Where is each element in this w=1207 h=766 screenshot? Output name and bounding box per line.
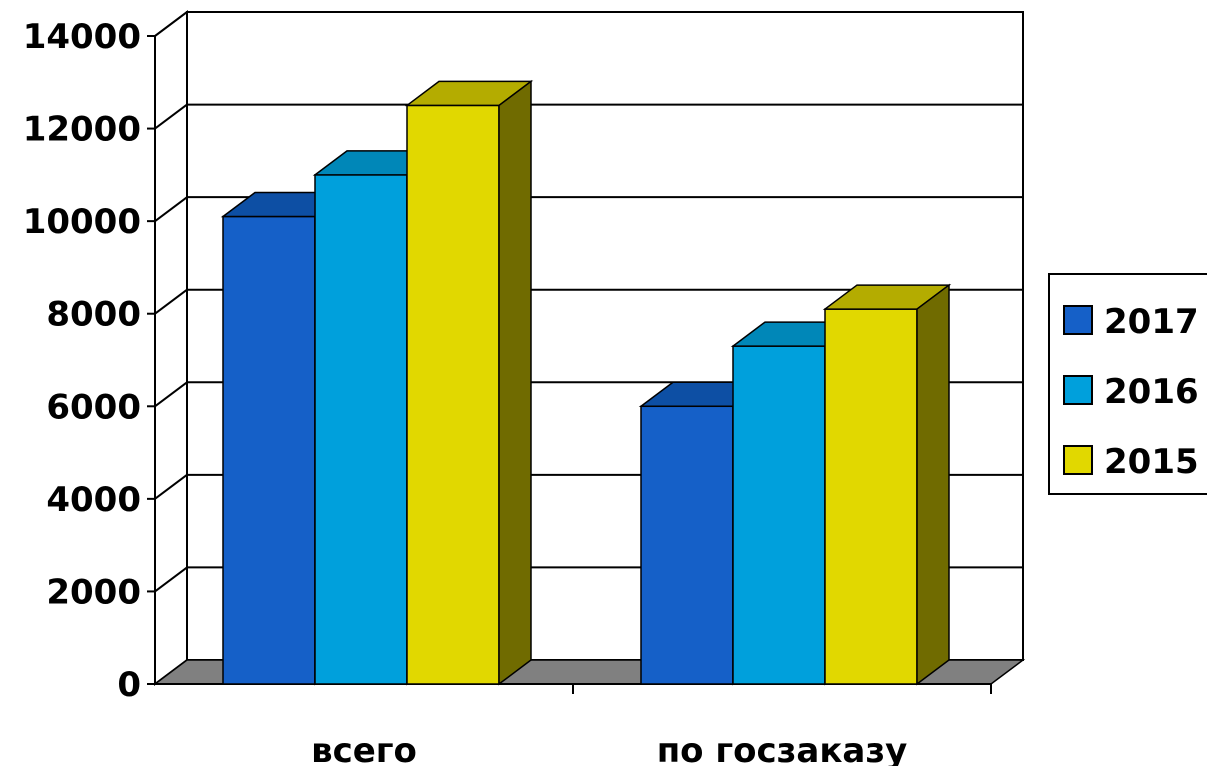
bar-front [222, 215, 316, 685]
bar-front [732, 345, 826, 685]
bars [220, 79, 952, 686]
bar [404, 79, 534, 686]
tick-label: 0 [117, 665, 141, 705]
gridline-side [154, 103, 188, 130]
bar-front [314, 174, 408, 685]
gridline-side [154, 288, 188, 315]
tick-label: 12000 [23, 110, 141, 150]
legend-label: 2017 [1104, 302, 1199, 342]
gridline-side [154, 474, 188, 500]
bar-side [498, 79, 532, 686]
category-axis: всего по госзаказу [311, 684, 992, 766]
bar [822, 283, 952, 686]
legend-swatch [1063, 305, 1093, 335]
gridline-side [154, 11, 188, 37]
gridline-side [154, 566, 188, 593]
bar-front [824, 308, 918, 685]
bar-side [916, 283, 950, 686]
bar-front [406, 104, 500, 685]
tick-label: 14000 [23, 17, 141, 57]
gridline-side [154, 381, 188, 408]
tick-label: 4000 [46, 480, 141, 520]
legend: 2017 2016 2015 [1048, 273, 1207, 495]
bar-front [640, 405, 734, 685]
tick-label: 2000 [46, 572, 141, 612]
legend-swatch [1063, 445, 1093, 475]
tick-label: 10000 [23, 202, 141, 242]
gridline-side [154, 196, 188, 222]
legend-label: 2015 [1104, 442, 1199, 482]
tick-label: 8000 [46, 295, 141, 335]
legend-swatch [1063, 375, 1093, 405]
category-label: всего [311, 731, 417, 766]
side-wall [154, 10, 188, 686]
category-label: по госзаказу [657, 731, 908, 766]
legend-label: 2016 [1104, 372, 1199, 412]
tick-label: 6000 [46, 387, 141, 427]
